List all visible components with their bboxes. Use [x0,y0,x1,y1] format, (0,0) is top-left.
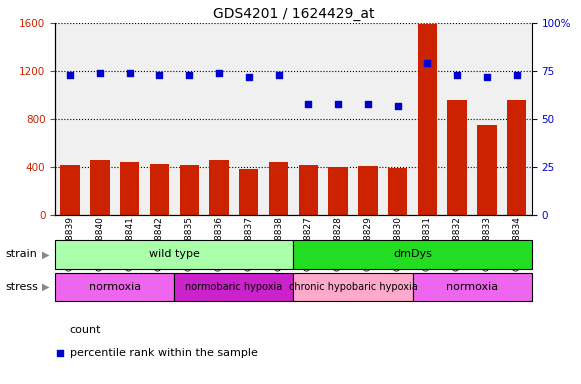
Point [304,101,313,107]
Point [453,72,462,78]
Bar [293,273,413,301]
Bar [209,161,229,215]
Point [423,60,432,66]
Point [95,70,105,76]
Text: ▶: ▶ [42,249,50,260]
Point [185,72,194,78]
Point [155,72,164,78]
Bar [180,165,199,215]
Point [512,72,521,78]
Bar [293,240,532,269]
Title: GDS4201 / 1624429_at: GDS4201 / 1624429_at [213,7,374,21]
Point [274,72,283,78]
Point [333,101,343,107]
Text: normoxia: normoxia [446,282,498,292]
Point [214,70,224,76]
Text: wild type: wild type [149,249,200,260]
Text: normoxia: normoxia [89,282,141,292]
Point [363,101,372,107]
Point [66,72,75,78]
Bar [507,100,526,215]
Text: normobaric hypoxia: normobaric hypoxia [185,282,282,292]
Bar [477,125,497,215]
Text: stress: stress [6,282,39,292]
Text: chronic hypobaric hypoxia: chronic hypobaric hypoxia [289,282,417,292]
Bar [418,24,437,215]
Point [95,280,104,286]
Bar [299,165,318,215]
Point [482,74,492,80]
Text: ▶: ▶ [42,282,50,292]
Bar [55,273,174,301]
Bar [90,160,110,215]
Bar [55,240,293,269]
Bar [413,273,532,301]
Bar [60,165,80,215]
Bar [239,169,259,215]
Text: strain: strain [6,249,38,260]
Bar [269,162,288,215]
Text: count: count [70,325,101,335]
Bar [388,168,407,215]
Bar [150,164,169,215]
Text: dmDys: dmDys [393,249,432,260]
Point [393,103,402,109]
Point [244,74,253,80]
Bar [120,162,139,215]
Text: percentile rank within the sample: percentile rank within the sample [70,348,257,358]
Bar [358,166,378,215]
Bar [328,167,348,215]
Point [125,70,134,76]
Bar [174,273,293,301]
Bar [447,100,467,215]
